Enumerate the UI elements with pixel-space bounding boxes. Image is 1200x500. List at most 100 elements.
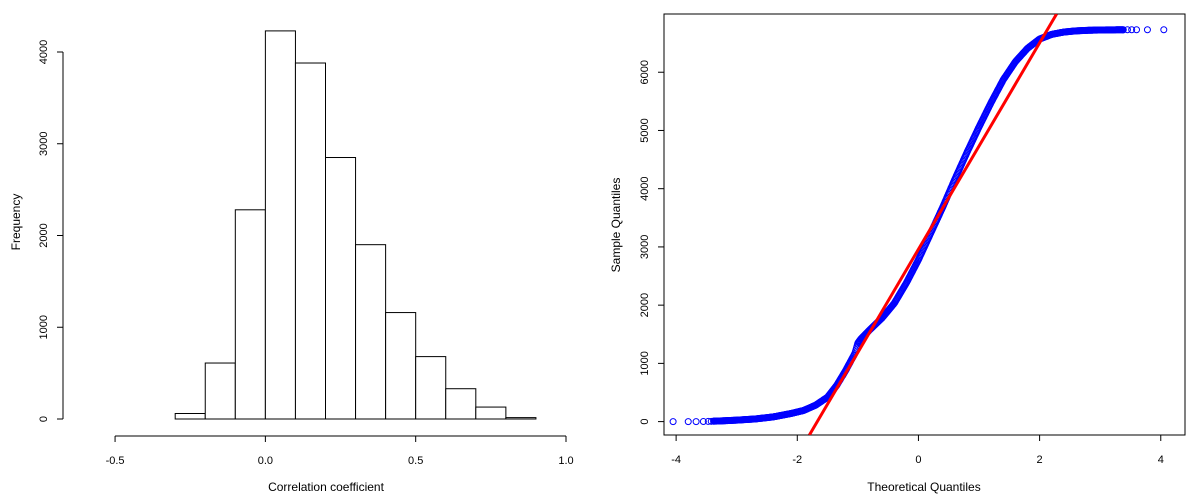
qq-point	[766, 413, 774, 421]
qq-point	[692, 418, 700, 426]
qq-point	[1096, 26, 1104, 34]
qq-point	[982, 108, 990, 116]
qq-point	[1044, 32, 1052, 40]
qq-point	[992, 90, 1000, 98]
qq-point	[1023, 45, 1031, 53]
qq-point	[964, 146, 972, 154]
qq-point	[928, 225, 936, 233]
qq-point	[968, 138, 976, 146]
qq-point	[1077, 27, 1084, 35]
qq-point	[931, 219, 939, 227]
qq-point	[827, 388, 835, 396]
qq-point	[794, 408, 802, 416]
qq-point	[986, 100, 994, 108]
qq-point	[981, 111, 989, 119]
qq-point	[754, 415, 762, 423]
qq-point	[1073, 27, 1081, 35]
qq-point	[765, 413, 773, 421]
qq-point	[848, 354, 856, 362]
qq-point	[944, 190, 952, 198]
qq-point	[1082, 26, 1090, 34]
qq-point	[768, 413, 776, 421]
qq-point	[1014, 55, 1022, 63]
qq-point	[1054, 29, 1062, 37]
qq-point	[781, 411, 789, 419]
qq-point	[841, 367, 849, 375]
qq-point	[1038, 34, 1046, 42]
qq-point	[946, 186, 954, 194]
qq-point	[1081, 26, 1089, 34]
qq-point	[910, 264, 918, 272]
qq-point	[1023, 45, 1031, 53]
qq-point	[935, 211, 943, 219]
qq-point	[835, 377, 843, 385]
qq-point	[1088, 26, 1096, 34]
qq-point	[938, 205, 946, 213]
qq-point	[999, 77, 1007, 85]
qq-point	[736, 416, 744, 424]
qq-point	[826, 391, 834, 399]
qq-point	[732, 416, 740, 424]
qq-point	[1103, 26, 1111, 34]
qq-point	[1017, 51, 1025, 59]
qq-point	[1043, 32, 1051, 40]
qq-point	[1000, 75, 1008, 83]
qq-point	[874, 318, 882, 326]
qq-point	[885, 306, 893, 314]
qq-point	[1115, 26, 1123, 34]
qq-point	[886, 304, 894, 312]
qq-point	[927, 228, 935, 236]
qq-point	[920, 244, 928, 252]
qq-point	[911, 262, 919, 270]
qq-point	[1098, 26, 1106, 34]
qq-point	[994, 86, 1002, 94]
qq-point	[830, 385, 838, 393]
qq-point	[1071, 27, 1079, 35]
qq-point	[772, 412, 780, 420]
qq-point	[790, 409, 798, 417]
histogram-bar	[445, 388, 477, 420]
qq-point	[858, 334, 866, 341]
qq-point	[817, 398, 825, 406]
qq-point	[1041, 33, 1049, 41]
histogram-bars	[174, 30, 537, 420]
qq-point	[727, 416, 735, 424]
qq-x-axis-title: Theoretical Quantiles	[867, 480, 980, 494]
qq-point	[1128, 26, 1136, 34]
qq-point	[1051, 30, 1059, 38]
histogram-bar	[505, 417, 537, 420]
histogram-bar	[385, 312, 417, 420]
qq-point	[805, 404, 813, 412]
qq-point	[975, 124, 983, 132]
qq-point	[862, 329, 870, 337]
qq-point	[902, 279, 910, 287]
qq-point	[914, 256, 922, 264]
qq-point	[952, 173, 960, 181]
qq-point	[727, 416, 735, 424]
qq-point	[735, 416, 743, 424]
qq-point	[1003, 71, 1011, 79]
qq-point	[897, 288, 905, 296]
qq-point	[821, 395, 829, 403]
histogram-y-tick-label: 4000	[38, 40, 50, 64]
qq-point	[764, 414, 771, 422]
qq-point	[866, 325, 874, 333]
qq-point	[798, 407, 806, 415]
qq-point	[917, 249, 925, 257]
qq-point	[1030, 39, 1038, 47]
qq-point	[1100, 26, 1108, 34]
qq-point	[1072, 27, 1080, 35]
qq-point	[1086, 26, 1094, 34]
qq-point	[958, 159, 966, 167]
qq-point	[872, 320, 880, 328]
qq-point	[952, 172, 960, 180]
qq-point	[1027, 41, 1035, 49]
qq-point	[741, 416, 749, 424]
qq-point	[1019, 49, 1027, 57]
qq-point	[1082, 26, 1090, 34]
qq-point	[991, 91, 999, 99]
qq-point	[871, 321, 879, 329]
qq-point	[862, 330, 870, 338]
qq-point	[1081, 26, 1089, 34]
qq-point	[908, 268, 916, 276]
